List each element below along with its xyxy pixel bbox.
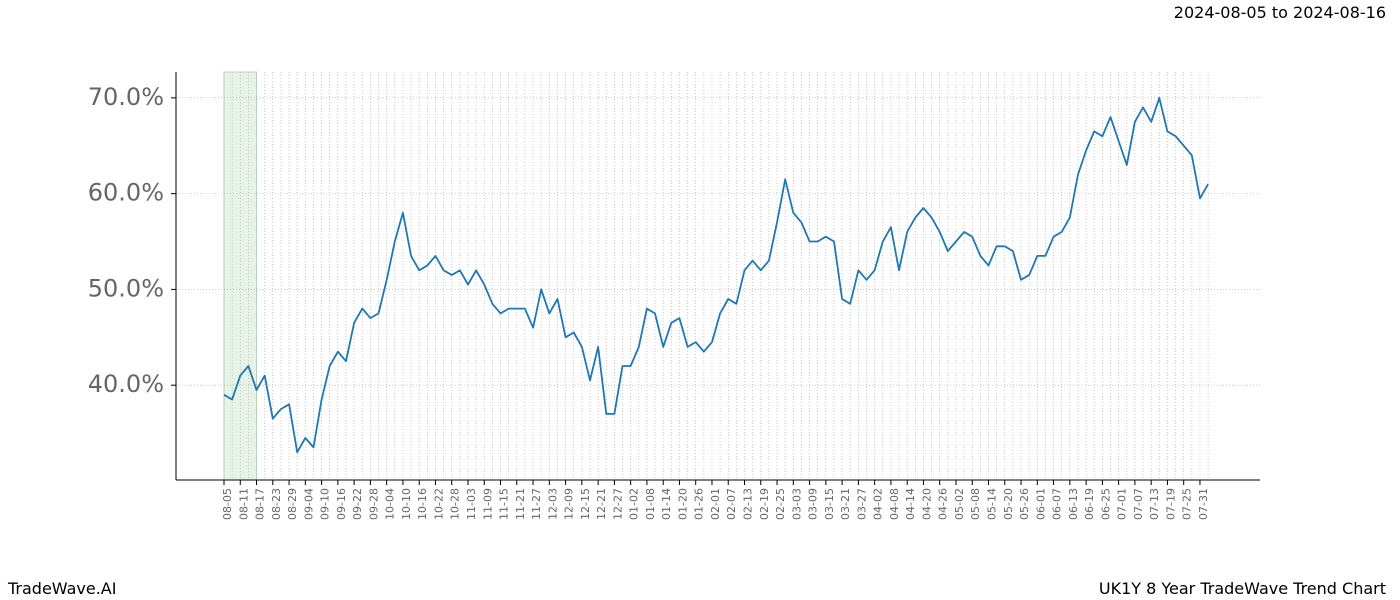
y-tick-label: 50.0%	[88, 274, 164, 302]
x-tick-label: 12-03	[546, 488, 559, 520]
x-tick-label: 08-05	[221, 488, 234, 520]
x-tick-label: 08-17	[254, 488, 267, 520]
x-tick-label: 06-19	[1083, 488, 1096, 520]
x-tick-label: 09-22	[351, 488, 364, 520]
x-tick-label: 11-03	[465, 488, 478, 520]
x-tick-label: 07-31	[1197, 488, 1210, 520]
x-tick-label: 01-02	[628, 488, 641, 520]
x-tick-label: 03-09	[807, 488, 820, 520]
x-tick-label: 07-25	[1181, 488, 1194, 520]
x-tick-label: 01-14	[660, 488, 673, 520]
x-tick-label: 01-20	[676, 488, 689, 520]
x-tick-label: 02-07	[725, 488, 738, 520]
x-tick-label: 02-01	[709, 488, 722, 520]
brand: TradeWave.AI	[7, 579, 116, 598]
x-tick-label: 11-27	[530, 488, 543, 520]
y-tick-label: 40.0%	[88, 370, 164, 398]
x-tick-label: 01-08	[644, 488, 657, 520]
x-tick-label: 10-04	[384, 488, 397, 520]
x-tick-label: 09-10	[319, 488, 332, 520]
x-tick-label: 02-19	[758, 488, 771, 520]
x-tick-label: 11-09	[481, 488, 494, 520]
x-tick-label: 10-16	[416, 488, 429, 520]
x-tick-label: 12-15	[579, 488, 592, 520]
x-tick-label: 04-02	[872, 488, 885, 520]
x-tick-label: 07-01	[1116, 488, 1129, 520]
x-tick-label: 10-22	[432, 488, 445, 520]
x-tick-label: 07-13	[1148, 488, 1161, 520]
x-tick-label: 04-08	[888, 488, 901, 520]
x-tick-label: 05-14	[986, 488, 999, 520]
y-tick-label: 70.0%	[88, 83, 164, 111]
x-tick-label: 02-25	[774, 488, 787, 520]
x-tick-label: 08-11	[237, 488, 250, 520]
x-tick-label: 06-01	[1034, 488, 1047, 520]
x-tick-label: 07-07	[1132, 488, 1145, 520]
x-tick-label: 04-14	[904, 488, 917, 520]
x-tick-label: 05-02	[953, 488, 966, 520]
x-tick-label: 03-03	[790, 488, 803, 520]
x-tick-label: 05-08	[969, 488, 982, 520]
x-tick-label: 07-19	[1164, 488, 1177, 520]
date-range: 2024-08-05 to 2024-08-16	[1174, 3, 1386, 22]
x-tick-label: 03-15	[823, 488, 836, 520]
x-tick-label: 02-13	[742, 488, 755, 520]
x-tick-label: 12-21	[595, 488, 608, 520]
x-tick-label: 03-21	[839, 488, 852, 520]
x-tick-label: 04-20	[920, 488, 933, 520]
x-tick-label: 09-04	[302, 488, 315, 520]
y-tick-label: 60.0%	[88, 179, 164, 207]
x-tick-label: 12-27	[611, 488, 624, 520]
x-tick-label: 11-15	[498, 488, 511, 520]
x-tick-label: 03-27	[855, 488, 868, 520]
x-tick-label: 05-26	[1018, 488, 1031, 520]
trend-line	[223, 97, 1209, 454]
x-tick-label: 06-25	[1099, 488, 1112, 520]
x-tick-label: 01-26	[693, 488, 706, 520]
x-tick-label: 10-10	[400, 488, 413, 520]
x-tick-label: 05-20	[1002, 488, 1015, 520]
x-tick-label: 06-13	[1067, 488, 1080, 520]
x-tick-label: 08-29	[286, 488, 299, 520]
x-tick-label: 09-16	[335, 488, 348, 520]
x-tick-label: 11-21	[514, 488, 527, 520]
x-tick-label: 09-28	[367, 488, 380, 520]
chart-title: UK1Y 8 Year TradeWave Trend Chart	[1099, 579, 1386, 598]
x-tick-label: 08-23	[270, 488, 283, 520]
x-tick-label: 06-07	[1051, 488, 1064, 520]
x-tick-label: 04-26	[937, 488, 950, 520]
x-tick-label: 12-09	[563, 488, 576, 520]
x-tick-label: 10-28	[449, 488, 462, 520]
